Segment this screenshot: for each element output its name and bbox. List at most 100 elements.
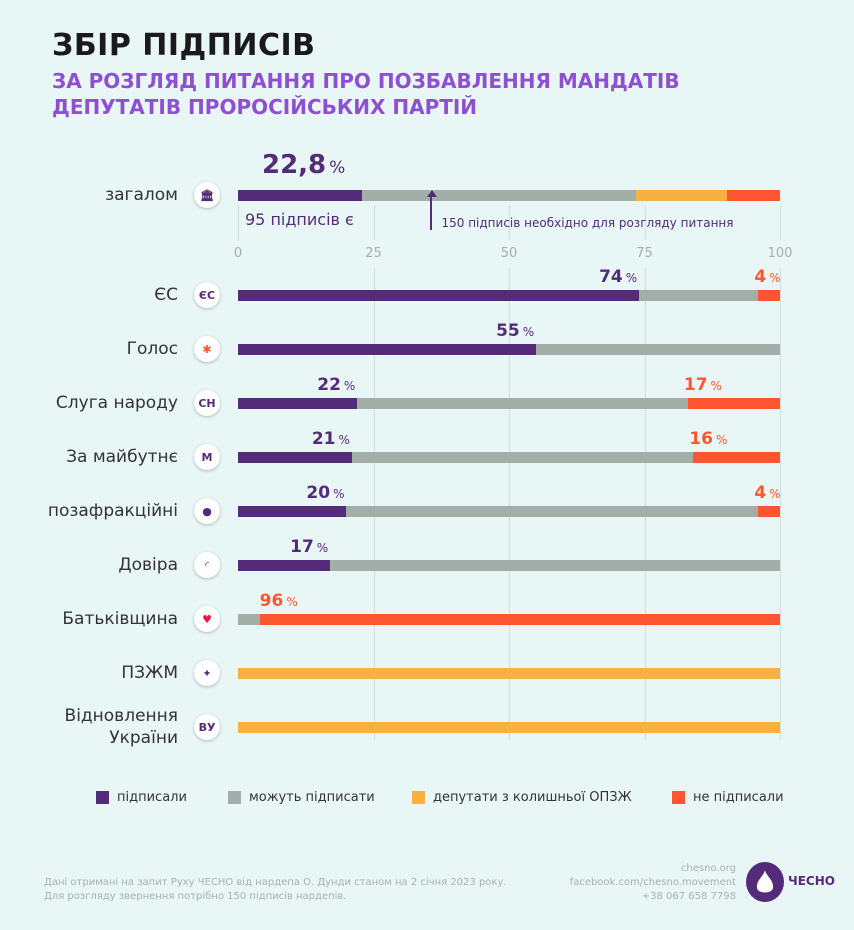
bar-can-sign [361, 190, 636, 201]
chesno-logo-icon [746, 862, 784, 902]
signed-pct-label: 74% [599, 267, 637, 287]
unit: % [338, 433, 350, 447]
bar-not-signed [758, 506, 780, 517]
footer-contacts: chesno.org facebook.com/chesno.movement … [570, 862, 736, 904]
not-signed-value: 96 [259, 591, 284, 611]
legend-item: не підписали [672, 790, 784, 805]
threshold-arrowhead-icon [427, 190, 438, 197]
signed-value: 22 [317, 375, 341, 395]
overall-value: 22,8% [262, 150, 345, 180]
bar-not-signed [687, 398, 780, 409]
bar-opzh [635, 190, 728, 201]
unit: % [715, 433, 728, 447]
row-label: Голос [126, 339, 178, 359]
bar-can-sign [357, 398, 688, 409]
party-logo-icon: M [194, 444, 220, 470]
unit: % [329, 158, 346, 178]
signed-value: 17 [290, 537, 314, 557]
not-signed-value: 4 [754, 267, 767, 287]
bar-signed [238, 190, 362, 201]
unit: % [286, 595, 298, 609]
row-label: Довіра [118, 555, 178, 575]
bar-opzh [238, 722, 780, 733]
gridline [373, 205, 375, 240]
bar-can-sign [238, 614, 260, 625]
legend-swatch [672, 791, 685, 804]
footer-note: Дані отримані на запит Руху ЧЕСНО від на… [44, 876, 507, 904]
legend-label: можуть підписати [249, 790, 375, 805]
gridline [238, 205, 239, 240]
bar-can-sign [536, 344, 780, 355]
legend-swatch [228, 791, 241, 804]
signed-value: 55 [496, 321, 520, 341]
legend-swatch [412, 791, 425, 804]
row-label: позафракційні [47, 501, 178, 521]
not-signed-pct-label: 4% [754, 267, 780, 287]
row-label: ПЗЖМ [121, 663, 178, 683]
party-logo-icon: ♥ [194, 606, 220, 632]
unit: % [710, 379, 722, 393]
footer-phone: +38 067 658 7798 [641, 891, 736, 902]
x-tick-label: 100 [767, 246, 793, 261]
x-tick-label: 25 [365, 246, 382, 261]
signed-pct-label: 22% [317, 375, 355, 395]
bar-can-sign [346, 506, 759, 517]
signed-value: 20 [306, 483, 331, 503]
legend-label: не підписали [693, 790, 784, 805]
bar-can-sign [330, 560, 780, 571]
gridline [373, 268, 375, 740]
not-signed-value: 17 [683, 375, 708, 395]
footer-facebook-link[interactable]: facebook.com/chesno.movement [569, 877, 736, 888]
signatures-count: 95 підписів є [245, 210, 354, 229]
signed-value: 21 [311, 429, 336, 449]
row-label: За майбутнє [66, 447, 178, 467]
party-logo-icon: ✦ [194, 660, 220, 686]
bar-signed [238, 344, 537, 355]
bar-signed [238, 398, 358, 409]
parliament-icon: 🏛 [194, 182, 220, 208]
not-signed-pct-label: 96% [260, 591, 298, 611]
signed-pct-label: 20% [306, 483, 344, 503]
bar-signed [238, 290, 640, 301]
bar-not-signed [259, 614, 780, 625]
party-logo-icon: ЄС [194, 282, 220, 308]
legend-item: підписали [96, 790, 187, 805]
legend-item: депутати з колишньої ОПЗЖ [412, 790, 632, 805]
not-signed-value: 4 [754, 483, 767, 503]
party-logo-icon: ◜ [194, 552, 220, 578]
threshold-text: 150 підписів необхідно для розгляду пита… [441, 216, 734, 230]
row-label: Відновлення України [64, 706, 178, 748]
signed-pct-label: 55% [496, 321, 534, 341]
party-logo-icon: СН [194, 390, 220, 416]
unit: % [522, 325, 535, 339]
signed-pct-label: 21% [312, 429, 350, 449]
not-signed-value: 16 [689, 429, 713, 449]
row-label: Слуга народу [55, 393, 178, 413]
not-signed-pct-label: 16% [689, 429, 727, 449]
chesno-brand: ЧЕСНО [788, 874, 835, 888]
unit: % [343, 379, 356, 393]
gridline [509, 268, 510, 740]
bar-signed [238, 560, 331, 571]
bar-opzh [238, 668, 780, 679]
row-label-overall: загалом [105, 185, 178, 205]
unit: % [333, 487, 345, 501]
gridline [509, 205, 510, 240]
unit: % [625, 271, 638, 285]
footer-site-link[interactable]: chesno.org [680, 863, 736, 874]
bar-can-sign [351, 452, 694, 463]
page-subtitle: ЗА РОЗГЛЯД ПИТАННЯ ПРО ПОЗБАВЛЕННЯ МАНДА… [52, 69, 680, 119]
legend-label: депутати з колишньої ОПЗЖ [433, 790, 632, 805]
signed-pct-label: 17% [290, 537, 328, 557]
unit: % [316, 541, 329, 555]
bar-not-signed [727, 190, 780, 201]
threshold-arrow-icon [430, 194, 433, 230]
page-title: ЗБІР ПІДПИСІВ [52, 28, 316, 63]
bar-can-sign [639, 290, 759, 301]
row-label: Батьківщина [62, 609, 178, 629]
gridline [644, 205, 646, 240]
bar-not-signed [758, 290, 780, 301]
unit: % [769, 487, 781, 501]
not-signed-pct-label: 17% [684, 375, 722, 395]
bar-signed [238, 506, 347, 517]
